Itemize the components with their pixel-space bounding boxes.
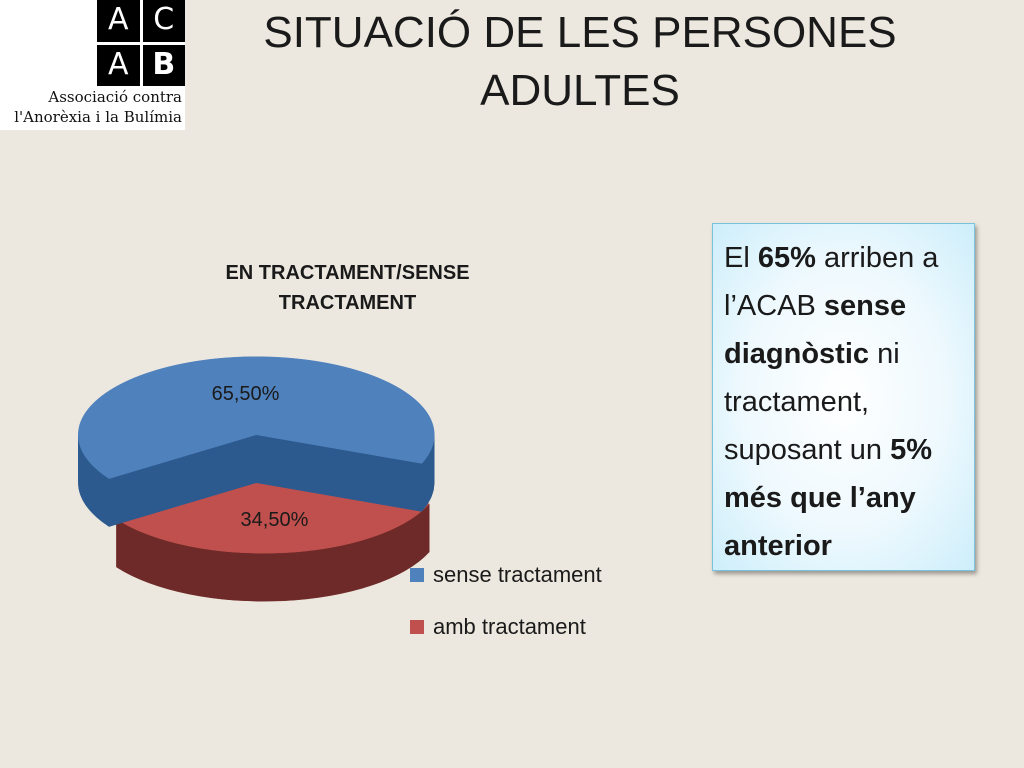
chart-title: EN TRACTAMENT/SENSE TRACTAMENT <box>170 258 525 318</box>
callout-text: 5% més que l’any anterior <box>724 434 932 562</box>
logo-letter: C <box>142 0 185 42</box>
logo-letter: B <box>142 44 185 86</box>
logo-text-line2: l'Anorèxia i la Bulímia <box>14 108 182 126</box>
chart-title-line2: TRACTAMENT <box>278 292 417 314</box>
slide-title: SITUACIÓ DE LES PERSONES ADULTES <box>235 4 925 120</box>
logo-letter-grid: A C A B <box>97 0 185 86</box>
legend-label: amb tractament <box>433 614 586 639</box>
slide-title-line2: ADULTES <box>480 66 680 115</box>
callout-text: ni tractament, suposant un <box>724 338 900 466</box>
callout-text: arriben a l’ACAB <box>724 242 939 322</box>
pie-data-label: 34,50% <box>241 509 309 531</box>
legend-item-sense-tractament: sense tractament <box>410 562 602 588</box>
pie-data-label: 65,50% <box>212 383 280 405</box>
pie-slice-sense-tractament <box>78 356 435 479</box>
logo-letter: A <box>97 44 140 86</box>
callout-text: sense diagnòstic <box>724 290 907 370</box>
logo-text-line1: Associació contra <box>48 88 182 106</box>
acab-logo: A C A B Associació contra l'Anorèxia i l… <box>0 0 185 130</box>
legend-swatch <box>410 568 424 582</box>
callout-text: El <box>724 242 758 274</box>
legend-label: sense tractament <box>433 562 602 587</box>
highlight-callout: El 65% arriben a l’ACAB sense diagnòstic… <box>712 223 975 571</box>
logo-letter: A <box>97 0 140 42</box>
legend-item-amb-tractament: amb tractament <box>410 614 586 640</box>
slide-title-line1: SITUACIÓ DE LES PERSONES <box>263 8 897 57</box>
chart-title-line1: EN TRACTAMENT/SENSE <box>225 262 470 284</box>
callout-text: 65% <box>757 242 816 274</box>
legend-swatch <box>410 620 424 634</box>
